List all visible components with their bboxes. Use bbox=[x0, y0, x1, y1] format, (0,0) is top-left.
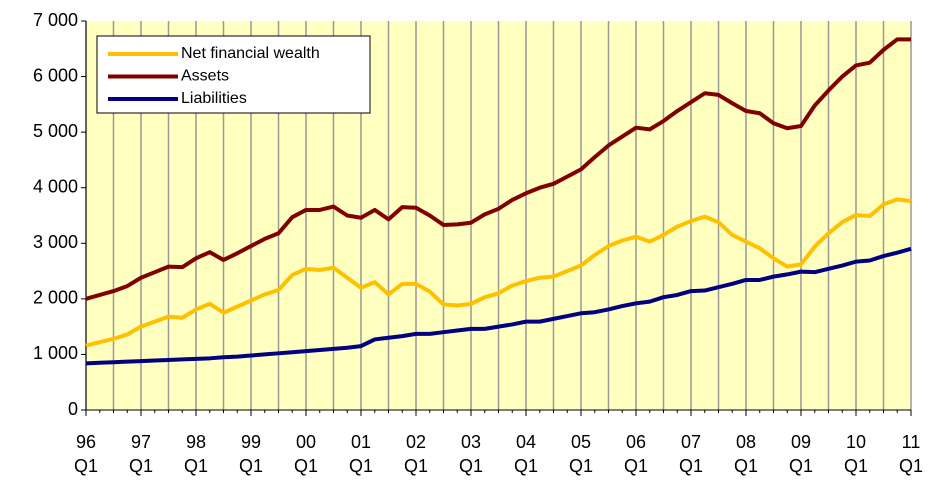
x-tick-label: 10 Q1 bbox=[844, 432, 868, 476]
x-tick-label-line: 05 bbox=[571, 432, 591, 452]
x-tick-label-line: Q1 bbox=[239, 456, 263, 476]
x-tick-label-line: Q1 bbox=[624, 456, 648, 476]
x-tick-label-line: 96 bbox=[76, 432, 96, 452]
x-tick-label-line: Q1 bbox=[459, 456, 483, 476]
x-tick-label: 09 Q1 bbox=[789, 432, 813, 476]
y-tick-label: 5 000 bbox=[33, 121, 78, 141]
x-tick-label-line: Q1 bbox=[899, 456, 923, 476]
x-tick-label: 05 Q1 bbox=[569, 432, 593, 476]
y-tick-label: 7 000 bbox=[33, 10, 78, 30]
x-tick-label: 96 Q1 bbox=[74, 432, 98, 476]
x-tick-label: 04 Q1 bbox=[514, 432, 538, 476]
series-line bbox=[85, 37, 911, 301]
x-tick-label-line: 11 bbox=[902, 432, 921, 452]
series-line bbox=[85, 246, 912, 366]
y-tick-label: 2 000 bbox=[33, 288, 78, 308]
series-line bbox=[85, 197, 912, 348]
x-tick-label: 98 Q1 bbox=[184, 432, 208, 476]
y-tick-label: 1 000 bbox=[33, 343, 78, 363]
x-tick-label-line: Q1 bbox=[184, 456, 208, 476]
x-tick-label: 00 Q1 bbox=[294, 432, 318, 476]
x-tick-label-line: 02 bbox=[406, 432, 426, 452]
x-tick-label-line: 03 bbox=[461, 432, 481, 452]
legend-label: Net financial wealth bbox=[181, 45, 320, 62]
x-tick-label-line: Q1 bbox=[404, 456, 428, 476]
x-tick-label-line: Q1 bbox=[734, 456, 758, 476]
legend-label: Liabilities bbox=[181, 90, 247, 107]
y-tick-label: 3 000 bbox=[33, 232, 78, 252]
x-tick-label: 03 Q1 bbox=[459, 432, 483, 476]
x-tick-label-line: 08 bbox=[736, 432, 756, 452]
x-tick-label-line: 01 bbox=[351, 432, 371, 452]
legend-label: Assets bbox=[181, 68, 229, 85]
x-tick-label-line: 97 bbox=[131, 432, 151, 452]
x-tick-label-line: 07 bbox=[681, 432, 701, 452]
x-tick-label-line: 09 bbox=[791, 432, 811, 452]
x-tick-label-line: 00 bbox=[296, 432, 316, 452]
x-tick-label-line: Q1 bbox=[789, 456, 813, 476]
y-tick-label: 4 000 bbox=[33, 176, 78, 196]
x-tick-label-line: Q1 bbox=[74, 456, 98, 476]
x-tick-label: 01 Q1 bbox=[349, 432, 373, 476]
x-tick-label-line: Q1 bbox=[844, 456, 868, 476]
y-tick-label: 6 000 bbox=[33, 65, 78, 85]
x-tick-label-line: 04 bbox=[516, 432, 536, 452]
x-tick-label-line: Q1 bbox=[514, 456, 538, 476]
x-tick-label: 11 Q1 bbox=[899, 432, 923, 476]
x-tick-label: 99 Q1 bbox=[239, 432, 263, 476]
x-tick-label-line: 06 bbox=[626, 432, 646, 452]
x-tick-label-line: 10 bbox=[846, 432, 866, 452]
x-tick-label-line: Q1 bbox=[679, 456, 703, 476]
x-tick-label: 06 Q1 bbox=[624, 432, 648, 476]
x-tick-label-line: Q1 bbox=[129, 456, 153, 476]
x-tick-label-line: Q1 bbox=[569, 456, 593, 476]
y-tick-label: 0 bbox=[68, 399, 78, 419]
x-tick-label: 08 Q1 bbox=[734, 432, 758, 476]
x-tick-label-line: Q1 bbox=[294, 456, 318, 476]
x-tick-label-line: 98 bbox=[186, 432, 206, 452]
x-tick-label: 07 Q1 bbox=[679, 432, 703, 476]
x-tick-label: 02 Q1 bbox=[404, 432, 428, 476]
x-tick-label-line: 99 bbox=[241, 432, 261, 452]
x-tick-label-line: Q1 bbox=[349, 456, 373, 476]
x-tick-label: 97 Q1 bbox=[129, 432, 153, 476]
